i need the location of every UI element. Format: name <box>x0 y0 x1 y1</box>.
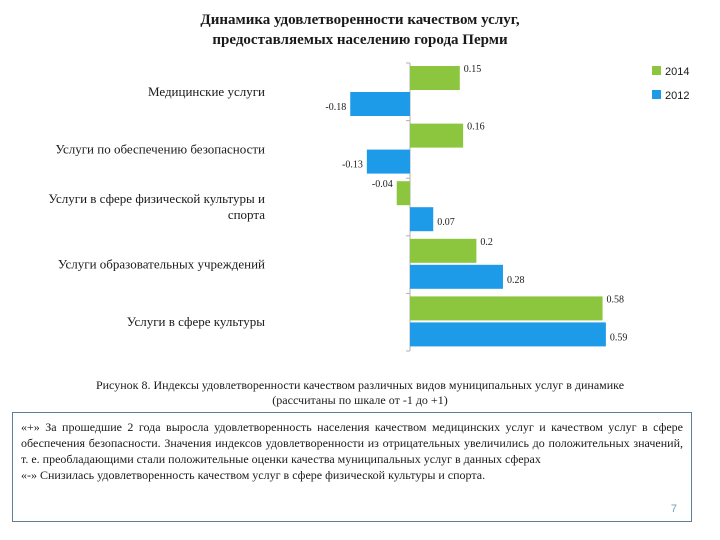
bar-chart: Медицинские услуги 0.15 -0.18 Услуги по обе… <box>48 62 689 352</box>
note-paragraph-positive: «+» За прошедшие 2 года выросла удовлетв… <box>21 420 683 466</box>
bar-2014-3 <box>396 181 410 206</box>
bar-2014-1 <box>410 66 460 90</box>
data-label-2014-4: 0.2 <box>480 237 493 248</box>
data-label-2014-1: 0.15 <box>464 64 482 75</box>
data-label-2014-5: 0.58 <box>607 294 625 305</box>
figure-caption-line-1: Рисунок 8. Индексы удовлетворенности кач… <box>95 378 625 392</box>
page-number: 7 <box>670 503 677 515</box>
category-label-5-line-1: Услуги в сфере культуры <box>127 314 265 329</box>
category-label-3-line-1: Услуги в сфере физической культуры и <box>48 191 265 206</box>
data-label-2012-4: 0.28 <box>507 275 524 286</box>
summary-note-box: «+» За прошедшие 2 года выросла удовлетв… <box>12 412 692 522</box>
data-label-2012-2: -0.13 <box>342 160 363 171</box>
legend-swatch-2012 <box>652 90 661 99</box>
category-label-1: Медицинские услуги <box>148 84 265 99</box>
bar-2014-5 <box>410 296 603 321</box>
category-label-2-line-1: Услуги по обеспечению безопасности <box>55 141 265 156</box>
category-label-5: Услуги в сфере культуры <box>127 314 265 329</box>
category-label-2: Услуги по обеспечению безопасности <box>55 141 265 156</box>
legend-swatch-2014 <box>652 66 661 75</box>
legend-label-2012: 2012 <box>665 90 689 102</box>
note-paragraph-negative: «-» Снизилась удовлетворенность качество… <box>21 468 486 482</box>
bar-2012-5 <box>410 322 606 347</box>
figure-caption: Рисунок 8. Индексы удовлетворенности кач… <box>40 378 680 408</box>
data-label-2012-1: -0.18 <box>325 102 346 113</box>
data-label-2014-2: 0.16 <box>467 122 485 133</box>
category-label-4: Услуги образовательных учреждений <box>58 257 265 272</box>
bar-2014-4 <box>410 238 477 263</box>
chart-title-line-1: Динамика удовлетворенности качеством усл… <box>200 12 520 28</box>
bar-2012-3 <box>410 207 434 232</box>
category-label-1-line-1: Медицинские услуги <box>148 84 265 99</box>
legend-label-2014: 2014 <box>665 66 689 78</box>
bar-2012-4 <box>410 264 503 289</box>
bar-2012-1 <box>350 92 410 116</box>
category-label-4-line-1: Услуги образовательных учреждений <box>58 257 265 272</box>
data-label-2012-5: 0.59 <box>610 332 628 343</box>
bar-2012-2 <box>366 149 410 174</box>
data-label-2012-3: 0.07 <box>437 217 455 228</box>
figure-caption-line-2: (рассчитаны по шкале от -1 до +1) <box>272 393 448 407</box>
chart-title: Динамика удовлетворенности качеством усл… <box>80 10 640 50</box>
bar-2014-2 <box>410 123 464 148</box>
data-label-2014-3: -0.04 <box>372 179 393 190</box>
category-label-3: Услуги в сфере физической культуры и спор… <box>48 191 265 222</box>
category-label-3-line-2: спорта <box>228 207 265 222</box>
chart-title-line-2: предоставляемых населению города Перми <box>212 32 508 48</box>
